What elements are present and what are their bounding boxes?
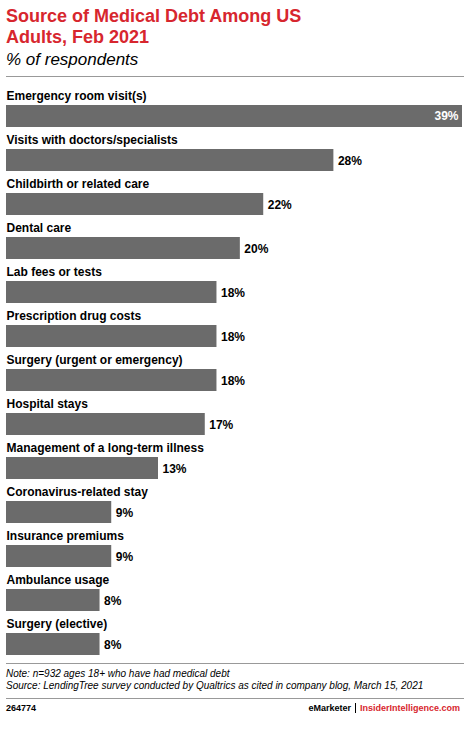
svg-text:Visits with doctors/specialist: Visits with doctors/specialists xyxy=(7,133,178,147)
svg-text:17%: 17% xyxy=(209,418,233,432)
html-text:InsiderIntelligence.com: InsiderIntelligence.com xyxy=(360,703,460,713)
svg-text:8%: 8% xyxy=(104,594,122,608)
svg-text:Lab fees or tests: Lab fees or tests xyxy=(7,265,103,279)
svg-text:22%: 22% xyxy=(268,198,292,212)
svg-text:18%: 18% xyxy=(221,286,245,300)
svg-text:Coronavirus-related stay: Coronavirus-related stay xyxy=(7,485,149,499)
svg-text:Dental care: Dental care xyxy=(7,221,72,235)
html-text:eMarketer: eMarketer xyxy=(308,703,351,713)
html-text:Note: n=932 ages 18+ who have: Note: n=932 ages 18+ who have had medica… xyxy=(6,668,230,679)
svg-text:Childbirth or related care: Childbirth or related care xyxy=(7,177,150,191)
svg-text:Hospital stays: Hospital stays xyxy=(7,397,89,411)
svg-text:Prescription drug costs: Prescription drug costs xyxy=(7,309,142,323)
svg-text:28%: 28% xyxy=(338,154,362,168)
svg-text:18%: 18% xyxy=(221,374,245,388)
svg-text:18%: 18% xyxy=(221,330,245,344)
html-text:Source: LendingTree survey con: Source: LendingTree survey conducted by … xyxy=(6,680,424,691)
svg-text:Surgery (elective): Surgery (elective) xyxy=(7,617,108,631)
html-text:% of respondents: % of respondents xyxy=(6,50,139,69)
svg-text:13%: 13% xyxy=(163,462,187,476)
svg-text:Surgery (urgent or emergency): Surgery (urgent or emergency) xyxy=(7,353,183,367)
svg-text:Insurance premiums: Insurance premiums xyxy=(7,529,125,543)
svg-text:8%: 8% xyxy=(104,638,122,652)
html-text:264774: 264774 xyxy=(6,703,36,713)
svg-text:Emergency room visit(s): Emergency room visit(s) xyxy=(7,89,147,103)
html-text:Source of Medical Debt Among U: Source of Medical Debt Among US Adults, … xyxy=(6,6,302,47)
svg-text:9%: 9% xyxy=(116,550,134,564)
svg-text:Ambulance usage: Ambulance usage xyxy=(7,573,110,587)
svg-text:9%: 9% xyxy=(116,506,134,520)
svg-text:39%: 39% xyxy=(434,109,458,123)
svg-text:20%: 20% xyxy=(244,242,268,256)
svg-text:Management of a long-term illn: Management of a long-term illness xyxy=(7,441,205,455)
